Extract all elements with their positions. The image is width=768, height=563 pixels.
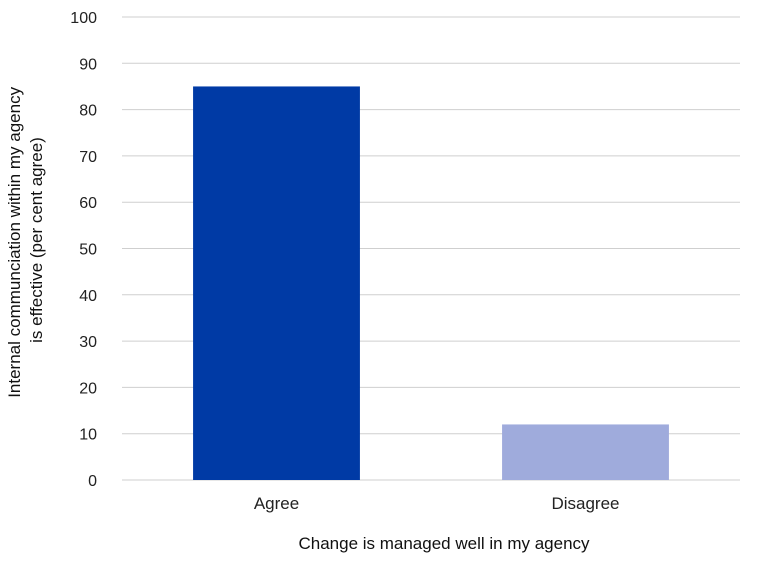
- y-tick-label: 70: [79, 149, 97, 166]
- y-tick-labels: 0 10 20 30 40 50 60 70 80 90 100: [70, 10, 97, 490]
- bar-agree: [193, 86, 360, 480]
- y-tick-label: 10: [79, 427, 97, 444]
- y-tick-label: 100: [70, 10, 97, 27]
- y-tick-label: 50: [79, 242, 97, 259]
- y-tick-label: 0: [88, 473, 97, 490]
- y-axis-title: Internal communciation within my agency …: [5, 82, 46, 398]
- y-tick-label: 40: [79, 288, 97, 305]
- bar-disagree: [502, 424, 669, 480]
- y-tick-label: 30: [79, 334, 97, 351]
- y-tick-label: 80: [79, 103, 97, 120]
- y-tick-label: 20: [79, 380, 97, 397]
- y-tick-label: 60: [79, 195, 97, 212]
- x-axis-title: Change is managed well in my agency: [298, 534, 590, 553]
- x-category-labels: Agree Disagree: [254, 494, 620, 513]
- y-axis-title-line-2: is effective (per cent agree): [27, 137, 46, 343]
- x-category-label-agree: Agree: [254, 494, 299, 513]
- y-axis-title-line-1: Internal communciation within my agency: [5, 86, 24, 397]
- x-category-label-disagree: Disagree: [551, 494, 619, 513]
- y-tick-label: 90: [79, 56, 97, 73]
- bars: [193, 86, 669, 480]
